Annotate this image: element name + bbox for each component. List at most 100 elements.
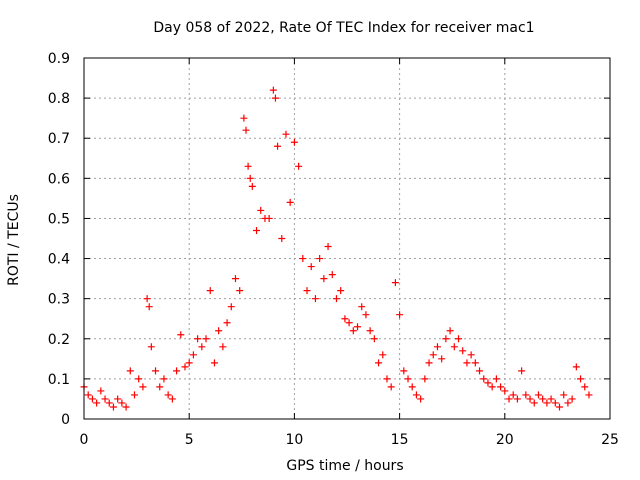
data-point <box>145 303 153 311</box>
data-point <box>257 206 265 214</box>
data-point <box>370 335 378 343</box>
data-point <box>253 226 261 234</box>
data-point <box>581 383 589 391</box>
data-point <box>299 255 307 263</box>
y-tick-label: 0.1 <box>48 372 70 388</box>
data-point <box>412 391 420 399</box>
data-point <box>286 198 294 206</box>
data-point <box>551 399 559 407</box>
data-point <box>122 403 130 411</box>
data-point <box>446 327 454 335</box>
data-point <box>459 347 467 355</box>
data-point <box>391 279 399 287</box>
data-point <box>387 383 395 391</box>
data-point <box>97 387 105 395</box>
data-point <box>379 351 387 359</box>
data-point <box>543 399 551 407</box>
data-point <box>168 395 176 403</box>
data-point <box>105 399 113 407</box>
data-point <box>244 162 252 170</box>
data-point <box>164 391 172 399</box>
data-point <box>530 399 538 407</box>
data-point <box>84 391 92 399</box>
data-point <box>534 391 542 399</box>
data-point <box>522 391 530 399</box>
data-point <box>194 335 202 343</box>
data-point <box>206 287 214 295</box>
data-point <box>337 287 345 295</box>
data-point <box>101 395 109 403</box>
data-point <box>320 275 328 283</box>
data-point <box>303 287 311 295</box>
data-point <box>223 319 231 327</box>
data-point <box>295 162 303 170</box>
data-point <box>366 327 374 335</box>
data-point <box>328 271 336 279</box>
data-point <box>88 395 96 403</box>
data-point <box>278 235 286 242</box>
data-point <box>467 351 475 359</box>
data-point <box>135 375 143 383</box>
y-axis-label: ROTI / TECUs <box>6 194 22 286</box>
data-point <box>173 367 181 375</box>
data-point <box>265 214 273 222</box>
y-tick-label: 0.9 <box>48 51 70 67</box>
data-point <box>185 359 193 367</box>
data-point <box>539 395 547 403</box>
y-tick-label: 0.5 <box>48 211 70 227</box>
data-point <box>152 367 160 375</box>
data-point <box>509 391 517 399</box>
data-point <box>156 383 164 391</box>
data-point <box>93 399 101 407</box>
data-point <box>488 383 496 391</box>
x-axis-label: GPS time / hours <box>286 458 403 474</box>
data-point <box>408 383 416 391</box>
data-point <box>417 395 425 403</box>
data-point <box>455 335 463 343</box>
data-point <box>202 335 210 343</box>
data-point <box>143 295 151 303</box>
data-point <box>572 363 580 371</box>
data-point <box>547 395 555 403</box>
data-point <box>332 295 340 303</box>
data-point <box>463 359 471 367</box>
data-point <box>396 311 404 319</box>
data-point <box>450 343 458 351</box>
data-point <box>354 323 362 331</box>
data-point <box>425 359 433 367</box>
data-point <box>421 375 429 383</box>
data-point <box>324 243 332 251</box>
y-tick-label: 0.3 <box>48 292 70 308</box>
x-tick-label: 10 <box>285 432 303 448</box>
data-point <box>362 311 370 319</box>
y-tick-label: 0.8 <box>48 91 70 107</box>
data-point <box>246 174 254 182</box>
axis-ticks: 0 5 10 15 20 25 0 0.1 0.2 0.3 0.4 0.5 0.6 0.7 0.8 0.9 <box>48 51 619 448</box>
data-point <box>109 403 117 411</box>
data-point <box>236 287 244 295</box>
x-tick-label: 5 <box>185 432 194 448</box>
data-point <box>568 395 576 403</box>
y-tick-label: 0 <box>61 412 70 428</box>
data-point <box>269 86 277 94</box>
data-point <box>505 395 513 403</box>
data-point <box>438 355 446 363</box>
data-point <box>282 130 290 138</box>
data-point <box>147 343 155 351</box>
data-point <box>577 375 585 383</box>
data-point <box>476 367 484 375</box>
data-point <box>433 343 441 351</box>
data-point <box>215 327 223 335</box>
data-point <box>345 319 353 327</box>
data-point <box>560 391 568 399</box>
data-point <box>118 399 126 407</box>
data-point <box>210 359 218 367</box>
data-point <box>492 375 500 383</box>
grid-lines <box>84 58 610 419</box>
data-point <box>513 395 521 403</box>
data-point <box>375 359 383 367</box>
data-point <box>556 403 564 411</box>
data-point <box>341 315 349 323</box>
data-point <box>198 343 206 351</box>
